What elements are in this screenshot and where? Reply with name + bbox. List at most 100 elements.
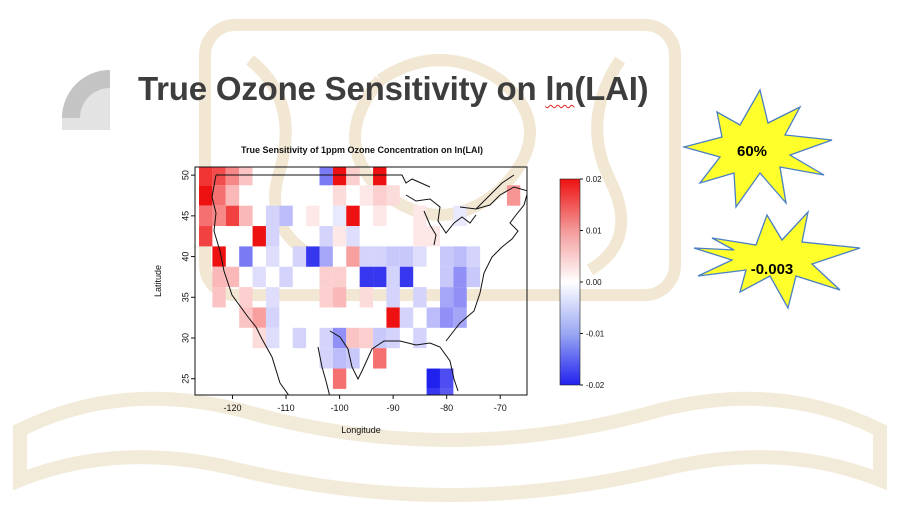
heatmap-cell bbox=[386, 327, 400, 349]
heatmap-cell bbox=[225, 266, 240, 288]
heatmap-cell bbox=[426, 307, 440, 328]
heatmap-cell bbox=[332, 226, 347, 247]
heatmap-cell bbox=[292, 246, 307, 267]
heatmap-cell bbox=[373, 167, 387, 186]
heatmap-cell bbox=[373, 348, 387, 369]
heatmap-cell bbox=[332, 368, 347, 389]
heatmap-cell bbox=[225, 185, 240, 206]
heatmap-cell bbox=[346, 226, 360, 247]
heatmap-cell bbox=[319, 327, 333, 349]
heatmap-cell bbox=[346, 327, 360, 349]
heatmap-cell bbox=[265, 246, 280, 267]
heatmap-cell bbox=[199, 205, 213, 227]
heatmap-cell bbox=[426, 388, 440, 395]
y-tick-label: 35 bbox=[180, 292, 190, 302]
colorbar-tick-label: 0.02 bbox=[586, 175, 602, 184]
heatmap-cell bbox=[439, 307, 454, 328]
heatmap-cell bbox=[252, 307, 266, 328]
ozone-heatmap-chart: True Sensitivity of 1ppm Ozone Concentra… bbox=[153, 145, 605, 435]
us-map-outline bbox=[211, 174, 527, 395]
heatmap-cell bbox=[373, 205, 387, 227]
heatmap-cell bbox=[453, 266, 467, 288]
heatmap-cell bbox=[319, 167, 333, 186]
heatmap-cell bbox=[439, 368, 454, 389]
heatmap-cell bbox=[199, 167, 213, 186]
heatmap-cell bbox=[359, 287, 374, 308]
heatmap-cell bbox=[332, 266, 347, 288]
heatmap-cell bbox=[332, 185, 347, 206]
heatmap-cell bbox=[346, 167, 360, 186]
slide-title: True Ozone Sensitivity on ln(LAI) bbox=[138, 70, 649, 108]
heatmap-cell bbox=[332, 167, 347, 186]
x-axis-label: Longitude bbox=[341, 425, 381, 435]
heatmap-cell bbox=[439, 246, 454, 267]
heatmap-cell bbox=[265, 226, 280, 247]
heatmap-cell bbox=[265, 307, 280, 328]
heatmap-cell bbox=[265, 327, 280, 349]
heatmap-cell bbox=[319, 246, 333, 267]
y-tick-label: 25 bbox=[180, 374, 190, 384]
heatmap-cell bbox=[359, 246, 374, 267]
heatmap-cell bbox=[292, 327, 307, 349]
colorbar-tick-label: 0.01 bbox=[586, 227, 602, 236]
heatmap-cell bbox=[386, 246, 400, 267]
chart-title: True Sensitivity of 1ppm Ozone Concentra… bbox=[241, 145, 483, 155]
heatmap-cell bbox=[252, 266, 266, 288]
heatmap-cells bbox=[199, 167, 521, 395]
y-tick-label: 30 bbox=[180, 333, 190, 343]
x-tick-label: -100 bbox=[331, 403, 349, 413]
x-tick-label: -110 bbox=[277, 403, 294, 413]
colorbar-ticks: 0.02 0.01 0.00 -0.01 -0.02 bbox=[580, 175, 605, 390]
heatmap-cell bbox=[239, 287, 253, 308]
heatmap-cell bbox=[399, 307, 414, 328]
heatmap-cell bbox=[373, 246, 387, 267]
colorbar-tick-label: -0.01 bbox=[586, 330, 605, 339]
heatmap-cell bbox=[212, 287, 226, 308]
heatmap-cell bbox=[225, 205, 240, 227]
y-tick-label: 40 bbox=[180, 252, 190, 262]
heatmap-cell bbox=[346, 205, 360, 227]
heatmap-cell bbox=[332, 327, 347, 349]
heatmap-cell bbox=[373, 327, 387, 349]
heatmap-cell bbox=[466, 266, 481, 288]
heatmap-cell bbox=[359, 185, 374, 206]
heatmap-cell bbox=[319, 287, 333, 308]
heatmap-cell bbox=[453, 246, 467, 267]
heatmap-cell bbox=[279, 266, 293, 288]
heatmap-cell bbox=[332, 348, 347, 369]
x-axis: -120 -110 -100 -90 -80 -70 bbox=[223, 395, 507, 413]
heatmap-cell bbox=[386, 287, 400, 308]
starburst-callout-60 bbox=[682, 88, 833, 209]
plot-frame bbox=[194, 166, 528, 396]
heatmap-cell bbox=[239, 205, 253, 227]
decorative-arc bbox=[62, 70, 110, 130]
starburst-callout-neg bbox=[693, 210, 861, 310]
heatmap-cell bbox=[252, 226, 266, 247]
heatmap-cell bbox=[453, 205, 467, 227]
heatmap-cell bbox=[346, 348, 360, 369]
heatmap-cell bbox=[225, 167, 240, 186]
heatmap-cell bbox=[319, 348, 333, 369]
heatmap-cell bbox=[466, 246, 481, 267]
x-tick-label: -70 bbox=[494, 403, 507, 413]
heatmap-cell bbox=[413, 205, 427, 227]
heatmap-cell bbox=[413, 246, 427, 267]
heatmap-cell bbox=[373, 185, 387, 206]
heatmap-cell bbox=[306, 246, 320, 267]
heatmap-cell bbox=[399, 246, 414, 267]
colorbar bbox=[559, 178, 581, 386]
heatmap-cell bbox=[373, 266, 387, 288]
heatmap-cell bbox=[426, 226, 440, 247]
heatmap-cell bbox=[413, 287, 427, 308]
x-tick-label: -80 bbox=[440, 403, 453, 413]
callout-neg-text: -0.003 bbox=[750, 261, 794, 278]
heatmap-cell bbox=[346, 246, 360, 267]
heatmap-cell bbox=[252, 327, 266, 349]
heatmap-cell bbox=[386, 266, 400, 288]
heatmap-cell bbox=[359, 266, 374, 288]
heatmap-cell bbox=[265, 287, 280, 308]
heatmap-cell bbox=[413, 226, 427, 247]
heatmap-cell bbox=[453, 307, 467, 328]
heatmap-cell bbox=[212, 167, 226, 186]
x-tick-label: -90 bbox=[387, 403, 400, 413]
